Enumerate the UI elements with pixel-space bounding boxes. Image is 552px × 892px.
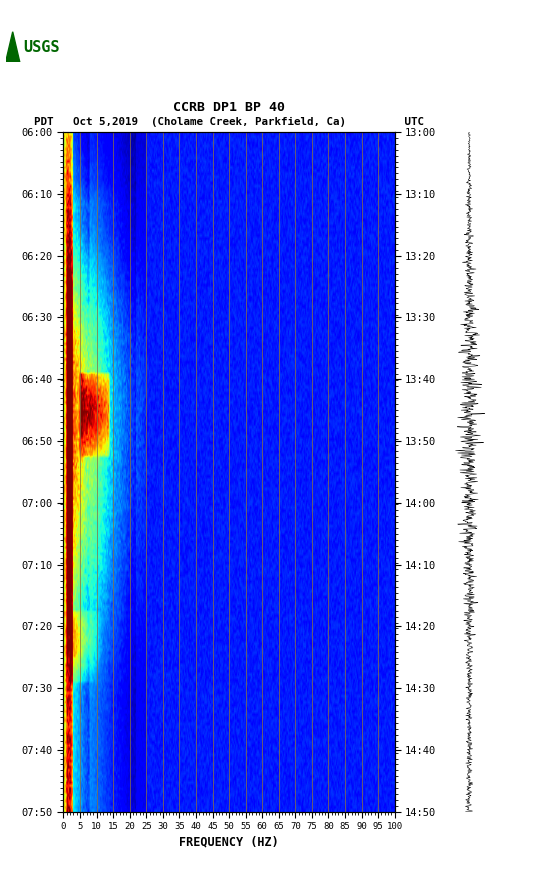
X-axis label: FREQUENCY (HZ): FREQUENCY (HZ) xyxy=(179,835,279,848)
Polygon shape xyxy=(6,32,20,62)
Text: USGS: USGS xyxy=(23,40,60,55)
Text: PDT   Oct 5,2019  (Cholame Creek, Parkfield, Ca)         UTC: PDT Oct 5,2019 (Cholame Creek, Parkfield… xyxy=(34,117,424,127)
Text: CCRB DP1 BP 40: CCRB DP1 BP 40 xyxy=(173,101,285,114)
